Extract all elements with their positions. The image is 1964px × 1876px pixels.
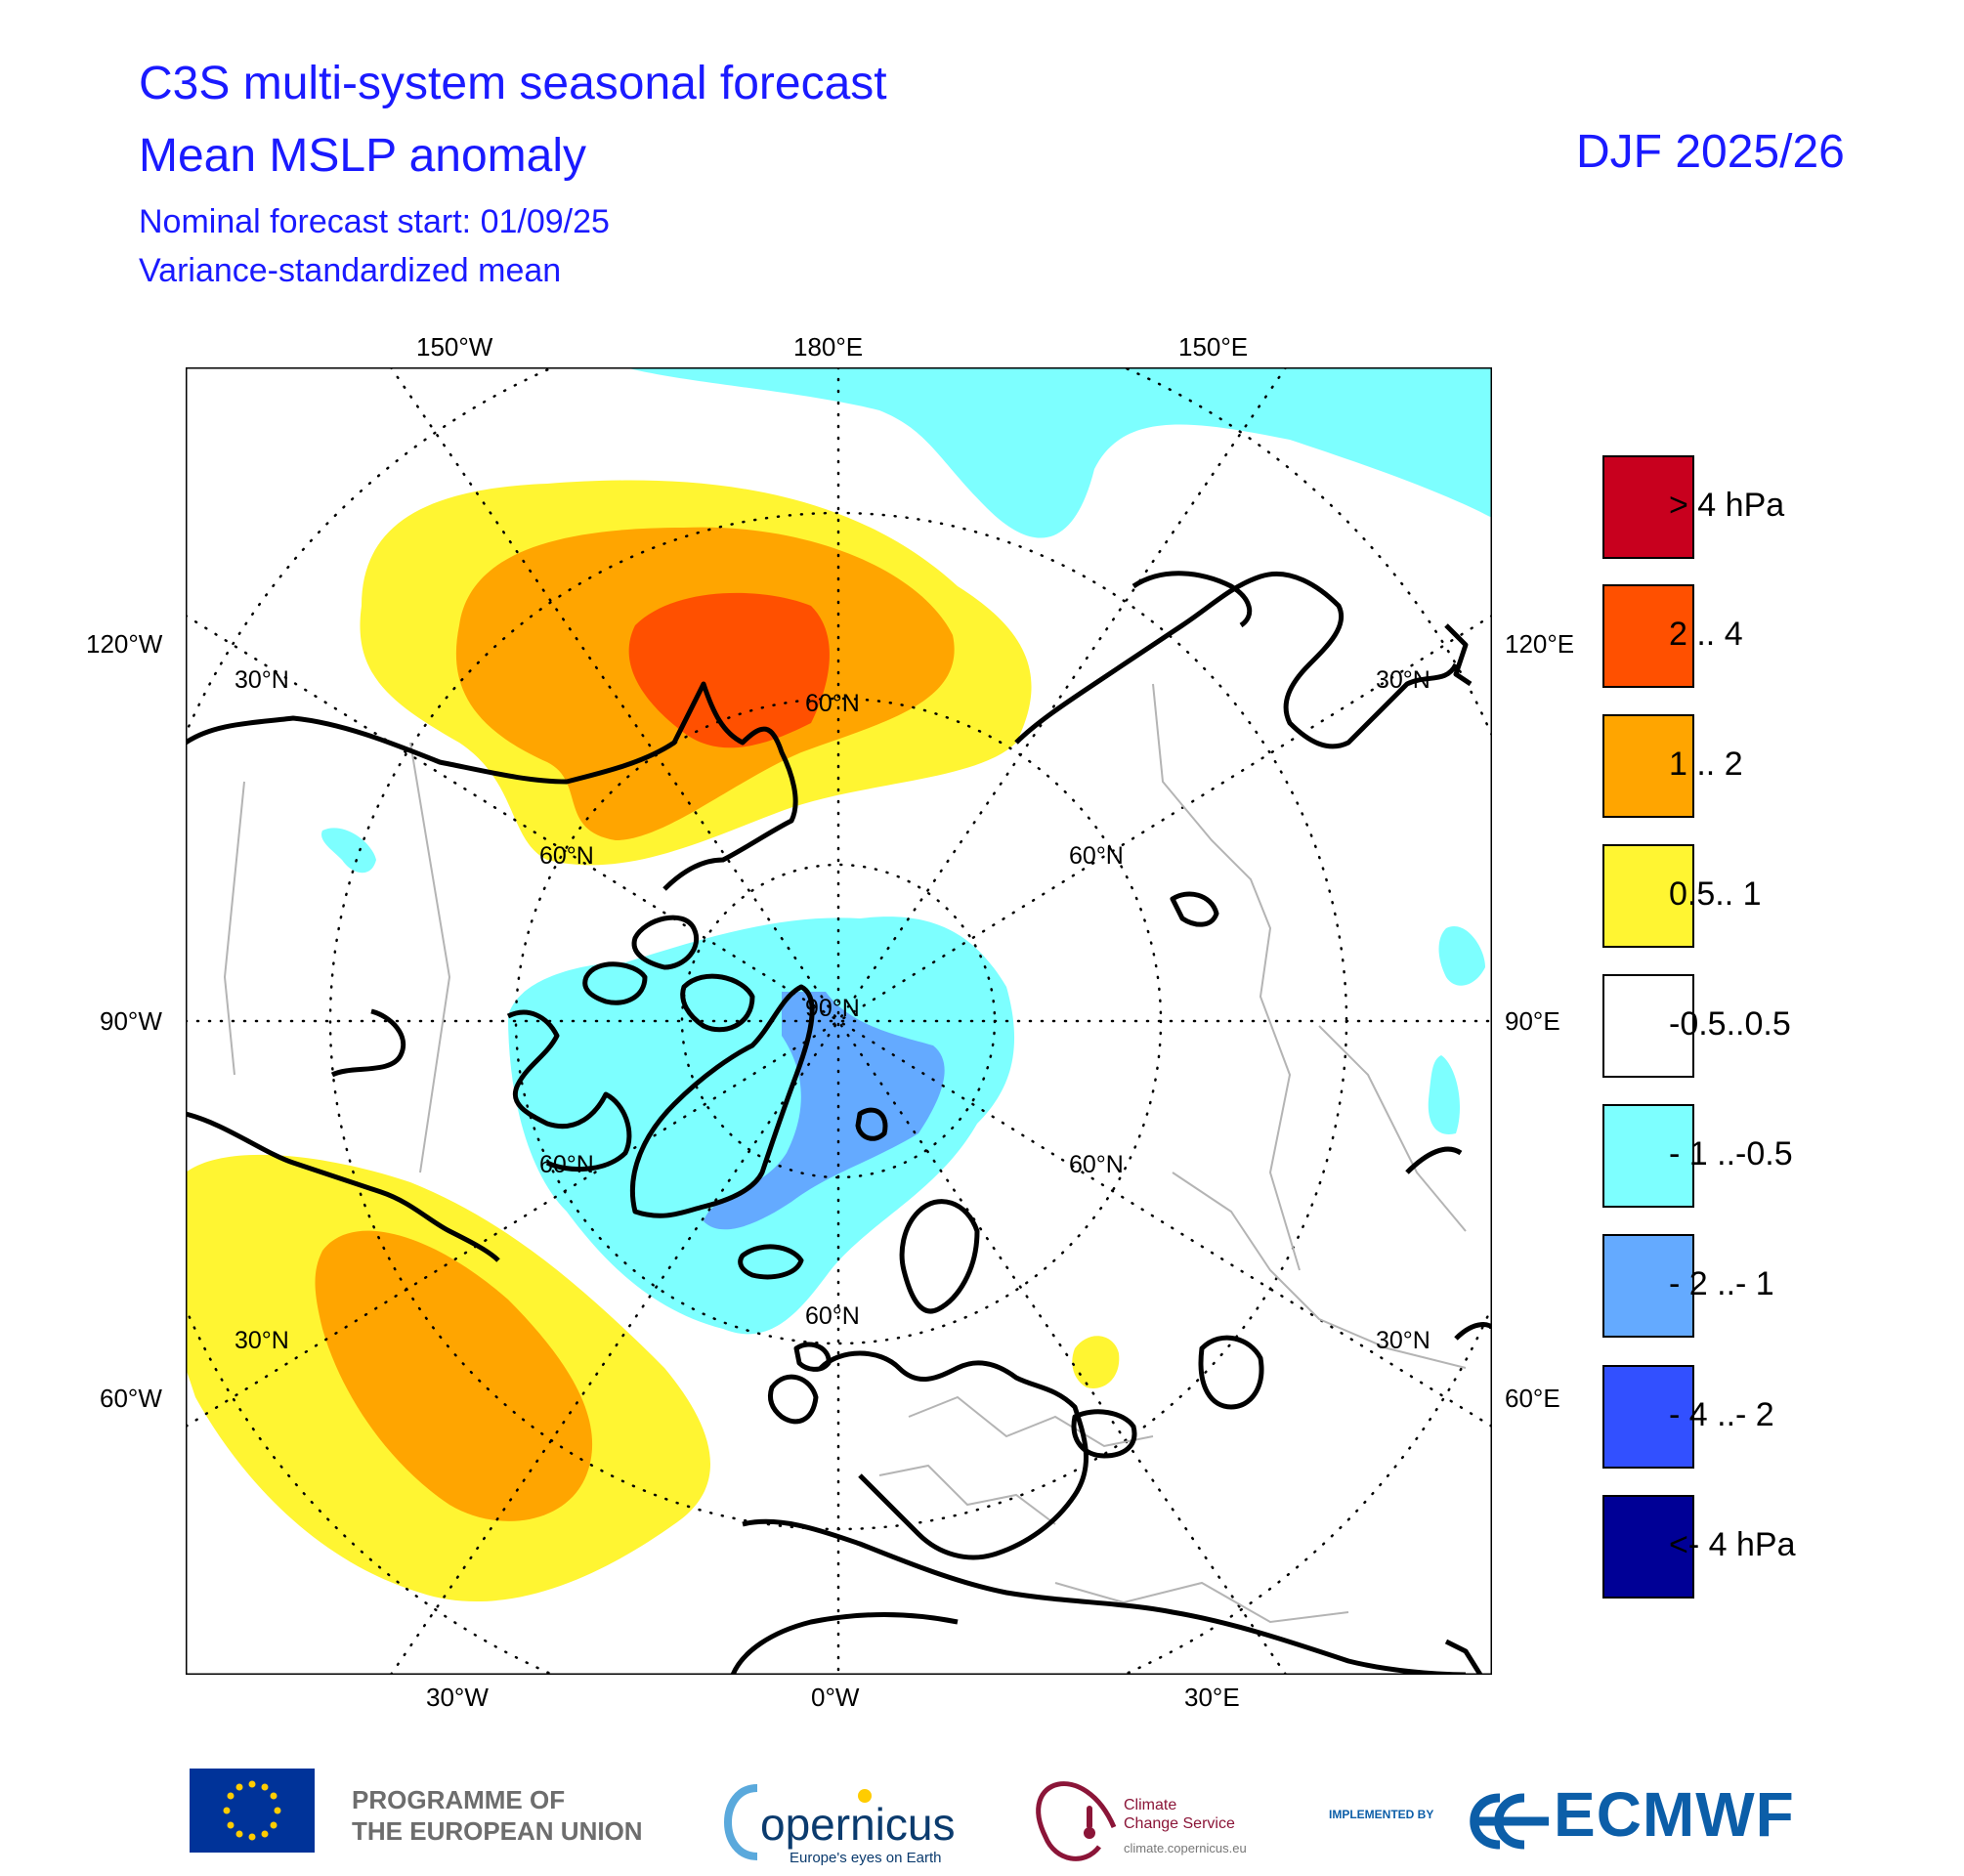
implemented-by-label: IMPLEMENTED BY — [1329, 1808, 1434, 1821]
lon-label-left-2: 90°W — [100, 1006, 162, 1036]
lon-label-bottom-3: 30°E — [1184, 1683, 1240, 1712]
lat-label-30n-ne: 30°N — [1376, 666, 1430, 694]
lon-label-top-3: 150°E — [1178, 332, 1248, 362]
eu-programme-text: PROGRAMME OF THE EUROPEAN UNION — [352, 1784, 643, 1847]
legend-swatch-2-4 — [1602, 584, 1694, 688]
legend-label-neg2-4: - 4 ..- 2 — [1669, 1396, 1774, 1433]
copernicus-dot-icon — [858, 1789, 872, 1803]
ecmwf-logo-icon — [1470, 1793, 1549, 1850]
anomaly-positive-pacific-core — [628, 592, 830, 748]
legend-label-2-4: 2 .. 4 — [1669, 616, 1743, 653]
lon-label-right-2: 90°E — [1505, 1006, 1560, 1036]
anomaly-negative-pacific — [625, 367, 1492, 538]
lat-label-60n-n: 60°N — [805, 690, 860, 717]
coastlines — [186, 571, 1492, 1675]
anomaly-negative-arctic — [508, 917, 1015, 1335]
forecast-start: Nominal forecast start: 01/09/25 — [139, 203, 610, 240]
country-borders — [223, 683, 1467, 1624]
c3s-line1: Climate — [1124, 1797, 1177, 1813]
copernicus-tagline: Europe's eyes on Earth — [790, 1850, 942, 1866]
title-line2: Mean MSLP anomaly — [139, 130, 587, 182]
lon-label-top-2: 180°E — [793, 332, 863, 362]
anomaly-positive-blacksea — [1072, 1336, 1120, 1388]
legend-swatch-neg2-4 — [1602, 1365, 1694, 1469]
c3s-swirl-icon — [1036, 1781, 1117, 1861]
lat-label-60n-ne: 60°N — [1069, 842, 1124, 870]
legend-swatch-neutral — [1602, 974, 1694, 1078]
legend-label-05-1: 0.5.. 1 — [1669, 875, 1762, 913]
legend-swatch-05-1 — [1602, 844, 1694, 948]
ecmwf-wordmark: ECMWF — [1554, 1779, 1795, 1850]
lon-label-top-1: 150°W — [416, 332, 493, 362]
anomaly-positive-atlantic-core — [315, 1230, 593, 1521]
legend-swatch-neg05-1 — [1602, 1104, 1694, 1208]
legend-swatch-neg1-2 — [1602, 1234, 1694, 1338]
c3s-line2: Change Service — [1124, 1815, 1235, 1832]
lat-label-30n-sw: 30°N — [235, 1327, 289, 1354]
eu-programme-line1: PROGRAMME OF — [352, 1785, 566, 1814]
legend-label-neg05-1: - 1 ..-0.5 — [1669, 1135, 1793, 1172]
legend-swatch-1-2 — [1602, 714, 1694, 818]
legend-swatch-gt4 — [1602, 455, 1694, 559]
legend-swatch-lt-neg4 — [1602, 1495, 1694, 1599]
lon-label-right-3: 60°E — [1505, 1384, 1560, 1413]
thermometer-icon — [1087, 1806, 1092, 1829]
lat-label-90n: 90°N — [805, 995, 860, 1022]
lon-label-bottom-1: 30°W — [426, 1683, 489, 1712]
lon-label-left-1: 120°W — [86, 629, 163, 659]
eu-programme-line2: THE EUROPEAN UNION — [352, 1816, 643, 1846]
lat-label-30n-se: 30°N — [1376, 1327, 1430, 1354]
c3s-url: climate.copernicus.eu — [1124, 1841, 1247, 1855]
copernicus-wordmark: opernicus — [760, 1799, 956, 1850]
season-label: DJF 2025/26 — [1576, 126, 1845, 178]
lat-label-60n-s: 60°N — [805, 1302, 860, 1330]
legend-label-gt4: > 4 hPa — [1669, 487, 1785, 524]
title-line1: C3S multi-system seasonal forecast — [139, 58, 887, 109]
lat-label-30n-nw: 30°N — [235, 666, 289, 694]
anomaly-negative-greenland-core — [704, 992, 945, 1230]
anomaly-negative-asia-small2 — [1428, 1055, 1461, 1134]
legend-label-1-2: 1 .. 2 — [1669, 746, 1743, 783]
method-note: Variance-standardized mean — [139, 252, 562, 289]
lat-label-60n-nw: 60°N — [539, 842, 594, 870]
legend-label-neutral: -0.5..0.5 — [1669, 1005, 1791, 1043]
eu-stars-icon — [223, 1780, 281, 1841]
anomaly-negative-asia-small1 — [1438, 926, 1485, 986]
lon-label-bottom-2: 0°W — [811, 1683, 860, 1712]
legend-label-neg1-2: - 2 ..- 1 — [1669, 1265, 1774, 1302]
legend-label-lt-neg4: <- 4 hPa — [1669, 1526, 1796, 1563]
anomaly-negative-canada-small — [321, 828, 376, 874]
lon-label-right-1: 120°E — [1505, 629, 1574, 659]
lat-label-60n-sw: 60°N — [539, 1151, 594, 1178]
c3s-name: Climate Change Service — [1124, 1796, 1235, 1833]
copernicus-c-icon — [724, 1784, 758, 1860]
lon-label-left-3: 60°W — [100, 1384, 162, 1413]
graticule-lines — [186, 367, 1492, 1675]
lat-label-60n-se: 60°N — [1069, 1151, 1124, 1178]
